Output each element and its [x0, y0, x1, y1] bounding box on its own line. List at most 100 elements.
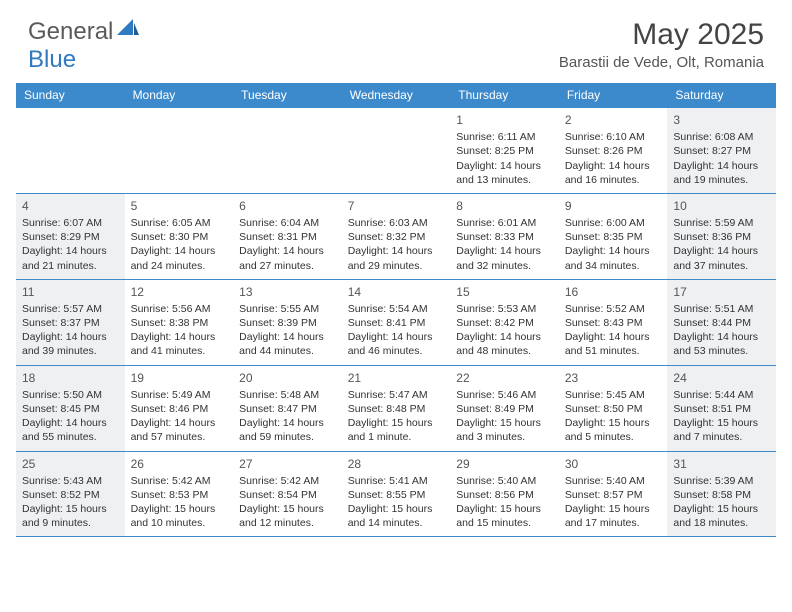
- dayhead-thu: Thursday: [450, 83, 559, 108]
- cell-day2: and 39 minutes.: [22, 344, 119, 358]
- cell-sunrise: Sunrise: 5:42 AM: [131, 474, 228, 488]
- calendar-cell-empty: [16, 108, 125, 193]
- cell-sunrise: Sunrise: 5:43 AM: [22, 474, 119, 488]
- calendar-cell: 15Sunrise: 5:53 AMSunset: 8:42 PMDayligh…: [450, 280, 559, 365]
- cell-day2: and 21 minutes.: [22, 259, 119, 273]
- calendar-cell: 5Sunrise: 6:05 AMSunset: 8:30 PMDaylight…: [125, 194, 234, 279]
- cell-sunrise: Sunrise: 5:50 AM: [22, 388, 119, 402]
- cell-sunrise: Sunrise: 5:47 AM: [348, 388, 445, 402]
- cell-day1: Daylight: 15 hours: [673, 416, 770, 430]
- cell-sunrise: Sunrise: 5:40 AM: [565, 474, 662, 488]
- dayhead-fri: Friday: [559, 83, 668, 108]
- day-number: 30: [565, 456, 662, 472]
- cell-day2: and 57 minutes.: [131, 430, 228, 444]
- day-number: 26: [131, 456, 228, 472]
- day-number: 25: [22, 456, 119, 472]
- day-number: 17: [673, 284, 770, 300]
- calendar-cell: 7Sunrise: 6:03 AMSunset: 8:32 PMDaylight…: [342, 194, 451, 279]
- cell-day1: Daylight: 14 hours: [456, 244, 553, 258]
- page-header: General May 2025 Barastii de Vede, Olt, …: [0, 0, 792, 77]
- calendar-cell: 19Sunrise: 5:49 AMSunset: 8:46 PMDayligh…: [125, 366, 234, 451]
- cell-sunset: Sunset: 8:47 PM: [239, 402, 336, 416]
- cell-day1: Daylight: 15 hours: [348, 502, 445, 516]
- cell-sunset: Sunset: 8:30 PM: [131, 230, 228, 244]
- day-number: 13: [239, 284, 336, 300]
- cell-day2: and 37 minutes.: [673, 259, 770, 273]
- day-number: 12: [131, 284, 228, 300]
- cell-day2: and 34 minutes.: [565, 259, 662, 273]
- calendar-cell: 26 Sunrise: 5:42 AMSunset: 8:53 PMDayligh…: [125, 452, 234, 537]
- cell-day2: and 32 minutes.: [456, 259, 553, 273]
- cell-day1: Daylight: 14 hours: [131, 330, 228, 344]
- title-block: May 2025 Barastii de Vede, Olt, Romania: [559, 18, 764, 71]
- calendar-week: 18Sunrise: 5:50 AMSunset: 8:45 PMDayligh…: [16, 366, 776, 452]
- cell-day2: and 29 minutes.: [348, 259, 445, 273]
- cell-day1: Daylight: 14 hours: [239, 416, 336, 430]
- cell-day1: Daylight: 14 hours: [22, 330, 119, 344]
- calendar-cell-empty: [125, 108, 234, 193]
- cell-day2: and 5 minutes.: [565, 430, 662, 444]
- cell-day1: Daylight: 14 hours: [239, 244, 336, 258]
- day-number: 21: [348, 370, 445, 386]
- cell-sunset: Sunset: 8:25 PM: [456, 144, 553, 158]
- calendar-cell-empty: [233, 108, 342, 193]
- cell-day2: and 9 minutes.: [22, 516, 119, 530]
- calendar-cell: 12 Sunrise: 5:56 AMSunset: 8:38 PMDayligh…: [125, 280, 234, 365]
- cell-day2: and 46 minutes.: [348, 344, 445, 358]
- day-number: 16: [565, 284, 662, 300]
- cell-sunset: Sunset: 8:42 PM: [456, 316, 553, 330]
- calendar-cell: 9Sunrise: 6:00 AMSunset: 8:35 PMDaylight…: [559, 194, 668, 279]
- cell-sunrise: Sunrise: 6:10 AM: [565, 130, 662, 144]
- cell-day1: Daylight: 14 hours: [565, 244, 662, 258]
- cell-day2: and 14 minutes.: [348, 516, 445, 530]
- cell-sunset: Sunset: 8:38 PM: [131, 316, 228, 330]
- day-number: 5: [131, 198, 228, 214]
- day-number: 2: [565, 112, 662, 128]
- cell-day1: Daylight: 14 hours: [456, 159, 553, 173]
- brand-logo: General: [28, 18, 141, 46]
- cell-sunrise: Sunrise: 5:39 AM: [673, 474, 770, 488]
- cell-sunrise: Sunrise: 5:52 AM: [565, 302, 662, 316]
- cell-day1: Daylight: 15 hours: [456, 416, 553, 430]
- cell-day1: Daylight: 14 hours: [673, 159, 770, 173]
- calendar-cell: 6Sunrise: 6:04 AMSunset: 8:31 PMDaylight…: [233, 194, 342, 279]
- calendar-cell: 29Sunrise: 5:40 AMSunset: 8:56 PMDayligh…: [450, 452, 559, 537]
- cell-day1: Daylight: 14 hours: [22, 416, 119, 430]
- logo-sail-icon: [117, 19, 139, 35]
- cell-day1: Daylight: 15 hours: [22, 502, 119, 516]
- calendar-cell: 22Sunrise: 5:46 AMSunset: 8:49 PMDayligh…: [450, 366, 559, 451]
- cell-day1: Daylight: 15 hours: [239, 502, 336, 516]
- cell-day1: Daylight: 15 hours: [131, 502, 228, 516]
- cell-day2: and 3 minutes.: [456, 430, 553, 444]
- cell-sunset: Sunset: 8:37 PM: [22, 316, 119, 330]
- cell-sunrise: Sunrise: 5:40 AM: [456, 474, 553, 488]
- calendar-cell: 13Sunrise: 5:55 AMSunset: 8:39 PMDayligh…: [233, 280, 342, 365]
- cell-sunset: Sunset: 8:36 PM: [673, 230, 770, 244]
- cell-day1: Daylight: 14 hours: [456, 330, 553, 344]
- day-number: 24: [673, 370, 770, 386]
- cell-sunset: Sunset: 8:53 PM: [131, 488, 228, 502]
- cell-sunrise: Sunrise: 5:45 AM: [565, 388, 662, 402]
- day-number: 22: [456, 370, 553, 386]
- dayhead-tue: Tuesday: [233, 83, 342, 108]
- cell-sunrise: Sunrise: 5:56 AM: [131, 302, 228, 316]
- cell-sunrise: Sunrise: 5:42 AM: [239, 474, 336, 488]
- cell-sunrise: Sunrise: 5:53 AM: [456, 302, 553, 316]
- cell-sunrise: Sunrise: 5:55 AM: [239, 302, 336, 316]
- day-number: 9: [565, 198, 662, 214]
- day-number: 14: [348, 284, 445, 300]
- day-number: 29: [456, 456, 553, 472]
- cell-day1: Daylight: 15 hours: [565, 416, 662, 430]
- day-number: 6: [239, 198, 336, 214]
- calendar-cell: 4Sunrise: 6:07 AMSunset: 8:29 PMDaylight…: [16, 194, 125, 279]
- cell-sunrise: Sunrise: 6:04 AM: [239, 216, 336, 230]
- cell-day2: and 17 minutes.: [565, 516, 662, 530]
- cell-sunrise: Sunrise: 5:48 AM: [239, 388, 336, 402]
- cell-sunrise: Sunrise: 6:05 AM: [131, 216, 228, 230]
- calendar-cell: 21Sunrise: 5:47 AMSunset: 8:48 PMDayligh…: [342, 366, 451, 451]
- calendar-cell: 3Sunrise: 6:08 AMSunset: 8:27 PMDaylight…: [667, 108, 776, 193]
- cell-sunset: Sunset: 8:54 PM: [239, 488, 336, 502]
- logo-word-general: General: [28, 18, 113, 46]
- day-number: 1: [456, 112, 553, 128]
- cell-sunset: Sunset: 8:39 PM: [239, 316, 336, 330]
